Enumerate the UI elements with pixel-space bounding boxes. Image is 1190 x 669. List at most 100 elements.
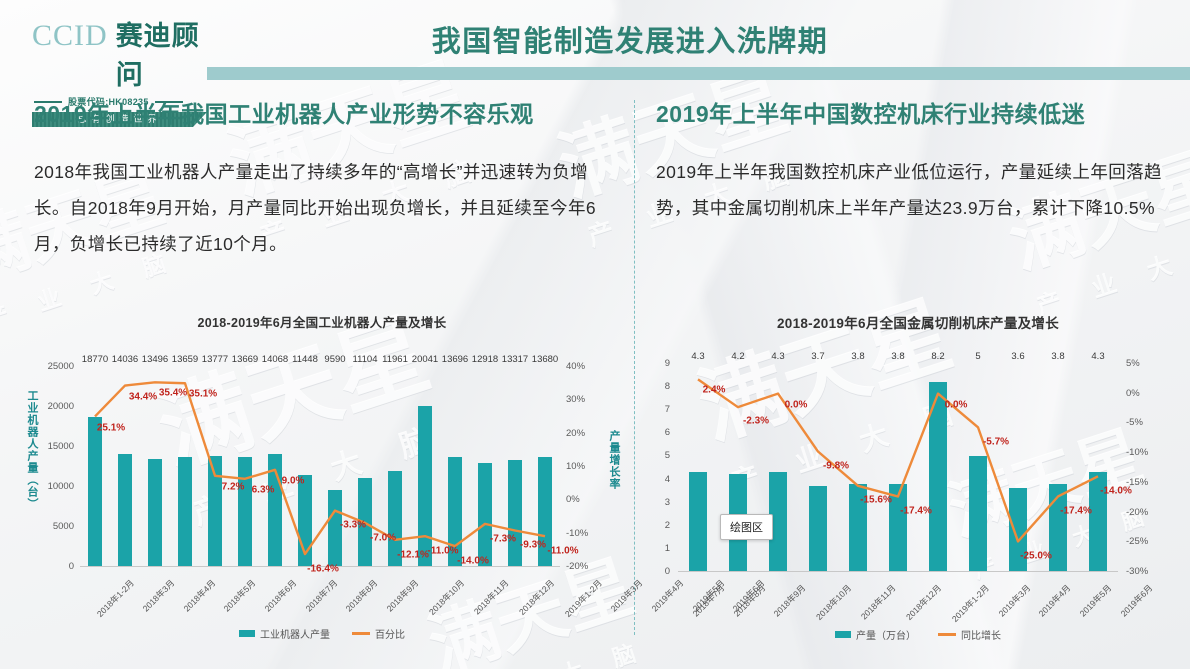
bar-item[interactable]: 13669 (230, 354, 260, 566)
bar-item[interactable]: 9590 (320, 354, 350, 566)
bar[interactable]: 13496 (142, 354, 168, 566)
bar-value-label: 4.3 (771, 351, 785, 362)
bar[interactable]: 8.2 (929, 351, 947, 571)
bar-item[interactable]: 14068 (260, 354, 290, 566)
bar[interactable]: 13659 (172, 354, 198, 566)
x-axis-tick-label: 2019年1-2月 (562, 577, 605, 619)
y-axis-tick: 15000 (47, 441, 74, 452)
line-value-label: -9.8% (822, 460, 850, 472)
line-value-label: 35.1% (188, 388, 218, 400)
bar-item[interactable]: 3.6 (998, 351, 1038, 571)
chart-metal-cutting-machine-output: 2018-2019年6月全国金属切削机床产量及增长 0 1 2 3 4 5 6 7 8 9 -30%… (648, 312, 1188, 642)
bar[interactable]: 20041 (412, 354, 438, 566)
y-axis-tick: 2 (664, 519, 670, 531)
x-axis-tick-label: 2018年8月 (344, 577, 380, 614)
bar[interactable]: 14068 (262, 354, 288, 566)
bar-value-label: 3.7 (811, 351, 825, 362)
bar-item[interactable]: 4.3 (1078, 351, 1118, 571)
y2-axis-tick: 20% (566, 427, 586, 439)
bar[interactable]: 4.3 (689, 351, 707, 571)
x-axis-tick-label: 2018年1-2月 (94, 577, 136, 619)
bar[interactable]: 18770 (82, 354, 108, 566)
bar-value-label: 13777 (201, 354, 229, 365)
bar-value-label: 13680 (531, 354, 559, 365)
bar[interactable]: 14036 (112, 354, 138, 566)
stock-code-label: 股票代码:HK08235 (68, 97, 149, 107)
line-value-label: -3.3% (339, 519, 367, 531)
x-axis-tick-label: 2018年12月 (516, 577, 556, 617)
x-axis-tick-label: 2019年6月 (1118, 582, 1154, 619)
bar-value-label: 3.6 (1011, 351, 1025, 362)
bar-item[interactable]: 13680 (530, 354, 560, 566)
bar-item[interactable]: 8.2 (918, 351, 958, 571)
bar-value-label: 4.3 (691, 351, 705, 362)
brand-tagline: 总有创造世界 (32, 112, 207, 127)
legend-item[interactable]: 百分比 (352, 626, 405, 641)
bar[interactable]: 12918 (472, 354, 498, 566)
bar[interactable]: 11448 (292, 354, 318, 566)
legend-line-swatch-icon (938, 633, 956, 636)
y2-axis-tick: -25% (1126, 536, 1149, 548)
y2-axis-tick: -10% (566, 527, 589, 539)
bar-value-label: 13317 (501, 354, 529, 365)
x-axis-tick-label: 2018年6月 (262, 577, 299, 614)
x-axis-tick-label: 2018年11月 (859, 582, 898, 622)
line-value-label: -12.1% (397, 549, 429, 561)
bar-item[interactable]: 5 (958, 351, 998, 571)
bar[interactable]: 3.7 (809, 351, 827, 571)
bar[interactable]: 13777 (202, 354, 228, 566)
bar-value-label: 18770 (81, 354, 109, 365)
line-value-label: 7.2% (221, 481, 245, 493)
chart-industrial-robot-output: 2018-2019年6月全国工业机器人产量及增长 工业机器人产量（台） 产量增长… (22, 312, 767, 642)
page-title: 我国智能制造发展进入洗牌期 (431, 26, 829, 58)
bar-item[interactable]: 3.8 (1038, 351, 1078, 571)
legend-item[interactable]: 同比增长 (938, 627, 1001, 642)
bar[interactable]: 13669 (232, 354, 258, 566)
bar-value-label: 13669 (231, 354, 259, 365)
logo-chinese-text: 赛迪顾问 (115, 21, 200, 90)
chart-y-axis-title: 工业机器人产量（台） (26, 390, 38, 510)
x-axis-labels: 2018年1-2月 2018年3月 2018年4月 2018年5月 2018年6月 201… (80, 573, 767, 619)
y-axis-tick: 0 (664, 566, 670, 577)
bar-item[interactable]: 18770 (80, 354, 110, 566)
y2-axis-tick: -15% (1126, 476, 1149, 488)
chart-y2-axis-title: 产量增长率 (608, 430, 620, 490)
legend-item[interactable]: 工业机器人产量 (239, 626, 330, 641)
bar[interactable]: 5 (969, 351, 987, 571)
y2-axis-tick: -10% (1126, 447, 1149, 459)
bar-value-label: 3.8 (891, 351, 905, 362)
y2-axis-tick: -20% (1126, 506, 1149, 518)
y-axis-tick: 8 (664, 381, 670, 393)
line-value-label: -15.6% (860, 494, 892, 506)
bar-item[interactable]: 13696 (440, 354, 470, 566)
bar-value-label: 11961 (382, 354, 408, 365)
x-axis-tick: 2018年1-2月 (80, 573, 136, 619)
bar-value-label: 3.8 (851, 351, 865, 362)
line-value-label: 34.4% (128, 391, 158, 403)
y-axis-tick: 5000 (52, 521, 74, 532)
bar-item[interactable]: 3.8 (878, 351, 918, 571)
line-value-label: -16.4% (307, 563, 339, 575)
bar-value-label: 14036 (111, 354, 139, 365)
left-panel: 2019年上半年我国工业机器人产业形势不容乐观 2018年我国工业机器人产量走出… (34, 100, 614, 262)
bar-item[interactable]: 20041 (410, 354, 440, 566)
line-value-label: -17.4% (900, 505, 932, 517)
y2-axis-tick: 5% (1126, 358, 1140, 369)
right-panel-body: 2019年上半年我国数控机床产业低位运行，产量延续上年回落趋势，其中金属切削机床… (656, 161, 1162, 218)
vertical-divider (634, 100, 635, 635)
y2-axis-tick: -30% (1126, 566, 1149, 577)
y-axis-tick: 7 (664, 404, 670, 416)
plot-box: 18770 14036 13496 13659 13777 13669 14068 11448… (80, 354, 560, 567)
line-value-label: 6.3% (251, 484, 275, 496)
legend-item[interactable]: 产量（万台） (835, 627, 916, 642)
x-axis-tick-label: 2018年10月 (426, 577, 466, 617)
bar-item[interactable]: 11448 (290, 354, 320, 566)
chart-title: 2018-2019年6月全国金属切削机床产量及增长 (776, 316, 1060, 331)
line-value-label: -14.0% (1100, 485, 1132, 497)
line-value-label: -2.3% (742, 415, 770, 427)
legend-label: 工业机器人产量 (260, 630, 330, 641)
x-axis-tick-label: 2019年3月 (608, 577, 645, 614)
x-axis-tick-label: 2018年8月 (731, 582, 768, 619)
y-axis-tick: 5 (664, 450, 670, 462)
